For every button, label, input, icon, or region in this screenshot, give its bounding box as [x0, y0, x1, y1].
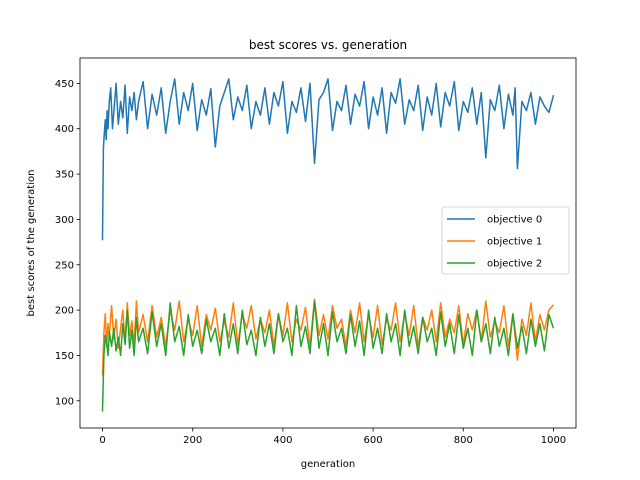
- legend-label: objective 1: [487, 237, 542, 248]
- y-tick-label: 150: [55, 351, 74, 362]
- chart-title: best scores vs. generation: [249, 38, 407, 52]
- y-tick-label: 100: [55, 396, 74, 407]
- series-line-objective-2: [101, 300, 555, 412]
- y-tick-label: 200: [55, 306, 74, 317]
- series-line-objective-0: [101, 78, 555, 241]
- plot-area-frame: [79, 57, 577, 429]
- x-tick-label: 1000: [541, 435, 566, 446]
- x-tick-label: 400: [273, 435, 292, 446]
- y-axis: 100 150 200 250 300 350 400 450: [55, 79, 80, 407]
- legend: objective 0 objective 1 objective 2: [441, 206, 570, 275]
- legend-label: objective 0: [487, 215, 542, 226]
- y-tick-label: 350: [55, 170, 74, 181]
- series-layer: [101, 78, 555, 412]
- y-tick-label: 300: [55, 215, 74, 226]
- x-tick-label: 800: [454, 435, 473, 446]
- x-tick-label: 200: [183, 435, 202, 446]
- x-axis: 0 200 400 600 800 1000: [99, 428, 566, 446]
- legend-box: [441, 206, 570, 275]
- x-tick-label: 0: [99, 435, 105, 446]
- series-line-objective-1: [101, 298, 555, 376]
- x-tick-label: 600: [364, 435, 383, 446]
- legend-label: objective 2: [487, 259, 542, 270]
- y-tick-label: 250: [55, 260, 74, 271]
- y-axis-title: best scores of the generation: [26, 170, 37, 317]
- x-axis-title: generation: [301, 459, 355, 470]
- y-tick-label: 400: [55, 124, 74, 135]
- y-tick-label: 450: [55, 79, 74, 90]
